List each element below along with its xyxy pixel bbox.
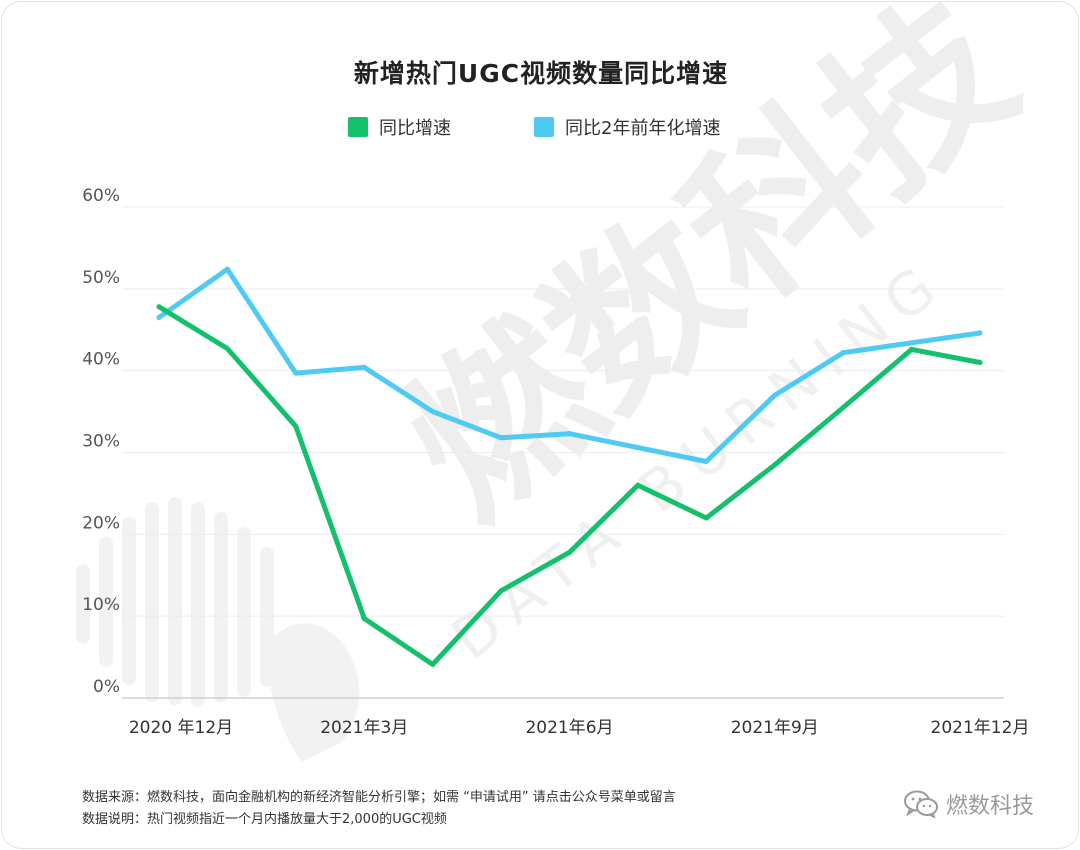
legend-swatch-yoy: [348, 117, 368, 137]
brand: 燃数科技: [904, 788, 1034, 820]
y-tick-label: 30%: [82, 432, 120, 452]
data-point-yoy: [840, 404, 846, 410]
data-point-2yr: [567, 431, 572, 437]
data-point-2yr: [430, 409, 436, 415]
data-point-yoy: [498, 588, 504, 594]
data-point-yoy: [567, 549, 572, 555]
footnote-note: 数据说明：热门视频指近一个月内播放量大于2,000的UGC视频: [82, 812, 447, 827]
legend: 同比增速 同比2年前年化增速: [2, 114, 1078, 142]
data-point-2yr: [977, 330, 983, 336]
x-tick-label: 2021年6月: [525, 718, 613, 738]
data-point-yoy: [224, 346, 230, 352]
data-point-2yr: [498, 435, 504, 441]
data-point-yoy: [635, 482, 641, 488]
data-point-yoy: [361, 616, 367, 622]
data-point-yoy: [703, 515, 709, 521]
y-tick-label: 50%: [82, 268, 120, 288]
y-tick-label: 60%: [82, 186, 120, 206]
x-axis: 2020 年12月 2021年3月 2021年6月 2021年9月 2021年12月: [129, 718, 1030, 738]
wechat-icon: [904, 790, 938, 818]
footnote-source: 数据来源：燃数科技，面向金融机构的新经济智能分析引擎；如需 “申请试用” 请点击…: [82, 790, 676, 805]
data-point-yoy: [156, 304, 162, 310]
data-point-2yr: [840, 350, 846, 356]
x-tick-label: 2021年3月: [320, 718, 408, 738]
data-point-2yr: [635, 445, 641, 451]
x-tick-label: 2021年9月: [731, 718, 819, 738]
series-lines: [156, 266, 983, 667]
y-tick-label: 10%: [82, 595, 120, 615]
brand-name: 燃数科技: [946, 794, 1035, 819]
y-axis: 60% 50% 40% 30% 20% 10% 0%: [82, 186, 120, 697]
y-tick-label: 20%: [82, 513, 120, 533]
data-point-2yr: [224, 266, 230, 272]
data-point-2yr: [703, 459, 709, 465]
x-tick-label: 2021年12月: [931, 718, 1030, 738]
grid: [122, 206, 1004, 699]
y-tick-label: 0%: [93, 677, 120, 697]
y-tick-label: 40%: [82, 350, 120, 370]
data-point-2yr: [909, 340, 915, 346]
data-point-2yr: [361, 364, 367, 370]
data-point-yoy: [772, 462, 778, 468]
data-point-2yr: [293, 370, 299, 376]
x-tick-label: 2020 年12月: [129, 718, 233, 738]
data-point-2yr: [156, 314, 162, 320]
legend-item-yoy: 同比增速: [348, 114, 451, 140]
legend-item-2yr: 同比2年前年化增速: [534, 114, 720, 140]
data-point-yoy: [293, 423, 299, 429]
chart-title: 新增热门UGC视频数量同比增速: [353, 59, 729, 88]
data-point-yoy: [909, 346, 915, 352]
data-point-2yr: [772, 392, 778, 398]
legend-label-2yr: 同比2年前年化增速: [565, 118, 721, 139]
data-point-yoy: [977, 359, 983, 365]
legend-label-yoy: 同比增速: [379, 118, 451, 139]
data-point-yoy: [430, 661, 436, 667]
legend-swatch-2yr: [534, 117, 554, 137]
